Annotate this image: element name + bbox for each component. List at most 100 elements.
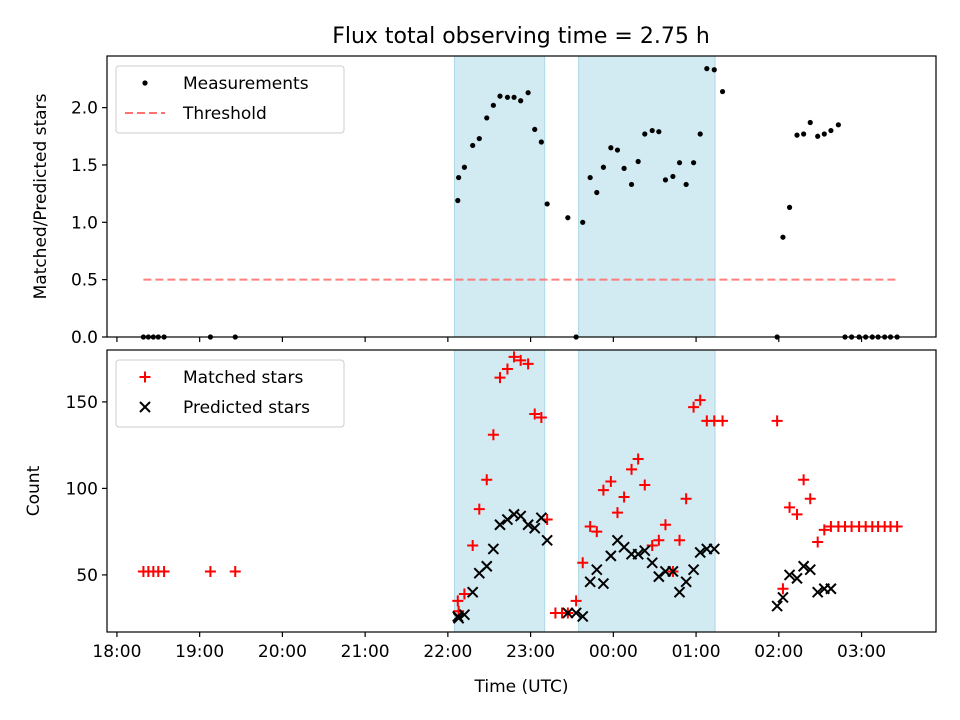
x-tick-label: 19:00 (175, 642, 224, 662)
x-point (667, 565, 679, 578)
dot-point (780, 234, 786, 240)
x-tick-label: 03:00 (837, 642, 886, 662)
x-point (501, 513, 514, 526)
series-matched-stars (137, 351, 903, 619)
plus-point (632, 453, 644, 465)
dot-point (683, 181, 689, 188)
x-point (825, 583, 837, 595)
plus-point (467, 539, 479, 551)
plus-point (798, 474, 810, 486)
y-tick-label: 50 (76, 566, 98, 586)
observing-span-1 (453, 349, 546, 633)
dot-point (628, 181, 635, 188)
y-tick-label: 2.0 (71, 99, 98, 119)
x-point (591, 564, 603, 576)
plus-point (508, 351, 520, 363)
x-tick-label: 01:00 (672, 642, 721, 662)
plus-point (487, 429, 499, 441)
x-point (797, 560, 810, 572)
plus-point (458, 588, 470, 600)
ratio-axes-frame (106, 55, 937, 338)
plus-point (618, 491, 630, 503)
x-point (577, 610, 589, 623)
dot-point (704, 66, 710, 72)
legend-label: Threshold (182, 104, 267, 124)
dot-point (786, 204, 793, 210)
legend-swatch-x (139, 401, 151, 413)
dot-point (635, 158, 641, 165)
plus-point (812, 536, 824, 548)
dot-point (461, 164, 468, 170)
dot-point (649, 127, 655, 134)
x-point (570, 607, 582, 619)
dot-point (719, 88, 726, 95)
plus-point (784, 501, 796, 513)
legend-label: Measurements (183, 74, 309, 94)
dot-point (621, 165, 627, 171)
x-point (680, 576, 692, 588)
plus-point (535, 411, 547, 423)
dot-point (676, 160, 683, 166)
x-tick-label: 02:00 (754, 642, 803, 662)
plus-point (694, 394, 706, 406)
x-point (791, 572, 803, 585)
x-point (771, 600, 783, 612)
dot-point (815, 133, 821, 139)
plus-point (680, 493, 692, 505)
plus-point (605, 475, 617, 487)
x-point (605, 550, 617, 562)
x-point (708, 543, 720, 555)
dot-point (835, 122, 841, 128)
plus-point (891, 520, 903, 532)
plus-point (771, 415, 783, 427)
dot-point (484, 115, 490, 121)
x-point (804, 564, 816, 576)
x-tick-label: 20:00 (258, 642, 307, 662)
plus-point (717, 415, 729, 427)
x-tick-label: 18:00 (92, 642, 141, 662)
dot-point (801, 131, 807, 137)
count-panel: 50 100 150 18:00 19:00 20:00 21:00 22:00 23:00 00… (24, 349, 937, 697)
x-tick-label: 21:00 (341, 642, 390, 662)
dot-point (711, 67, 717, 73)
plus-point (473, 503, 485, 515)
dot-point (456, 174, 462, 181)
plus-point (626, 463, 638, 475)
x-tick-label: 22:00 (423, 642, 472, 662)
plus-point (501, 363, 513, 375)
plus-point (481, 474, 493, 486)
x-point (522, 519, 534, 531)
x-point (562, 607, 574, 619)
x-point (529, 522, 541, 534)
plus-point (229, 565, 241, 577)
y-tick-label: 150 (66, 393, 98, 413)
plus-point (591, 526, 603, 538)
dot-point (794, 132, 800, 138)
plus-point (577, 557, 589, 569)
plus-point (777, 583, 789, 595)
legend-label: Matched stars (183, 368, 303, 388)
x-axis-label: Time (UTC) (474, 677, 569, 697)
ratio-panel: 0.0 0.5 1.0 1.5 2.0 Matched/Predicted stars Me… (31, 55, 937, 348)
legend-box (115, 65, 345, 134)
ratio-y-axis-label: Matched/Predicted stars (31, 93, 51, 299)
plus-point (158, 565, 170, 577)
dot-point (470, 142, 476, 149)
plus-point (597, 484, 609, 496)
x-point (694, 546, 706, 559)
dot-point (807, 119, 813, 126)
count-axes-frame (106, 349, 937, 633)
legend-box (115, 359, 345, 428)
y-tick-label: 0.5 (71, 271, 98, 291)
plus-point (659, 519, 671, 531)
dot-point (587, 174, 593, 181)
dot-point (497, 93, 503, 99)
plus-point (522, 358, 534, 370)
chart-title: Flux total observing time = 2.75 h (332, 24, 710, 49)
y-tick-label: 1.0 (71, 213, 98, 233)
y-tick-label: 100 (66, 479, 98, 499)
x-point (783, 569, 796, 581)
dot-point (614, 147, 621, 153)
